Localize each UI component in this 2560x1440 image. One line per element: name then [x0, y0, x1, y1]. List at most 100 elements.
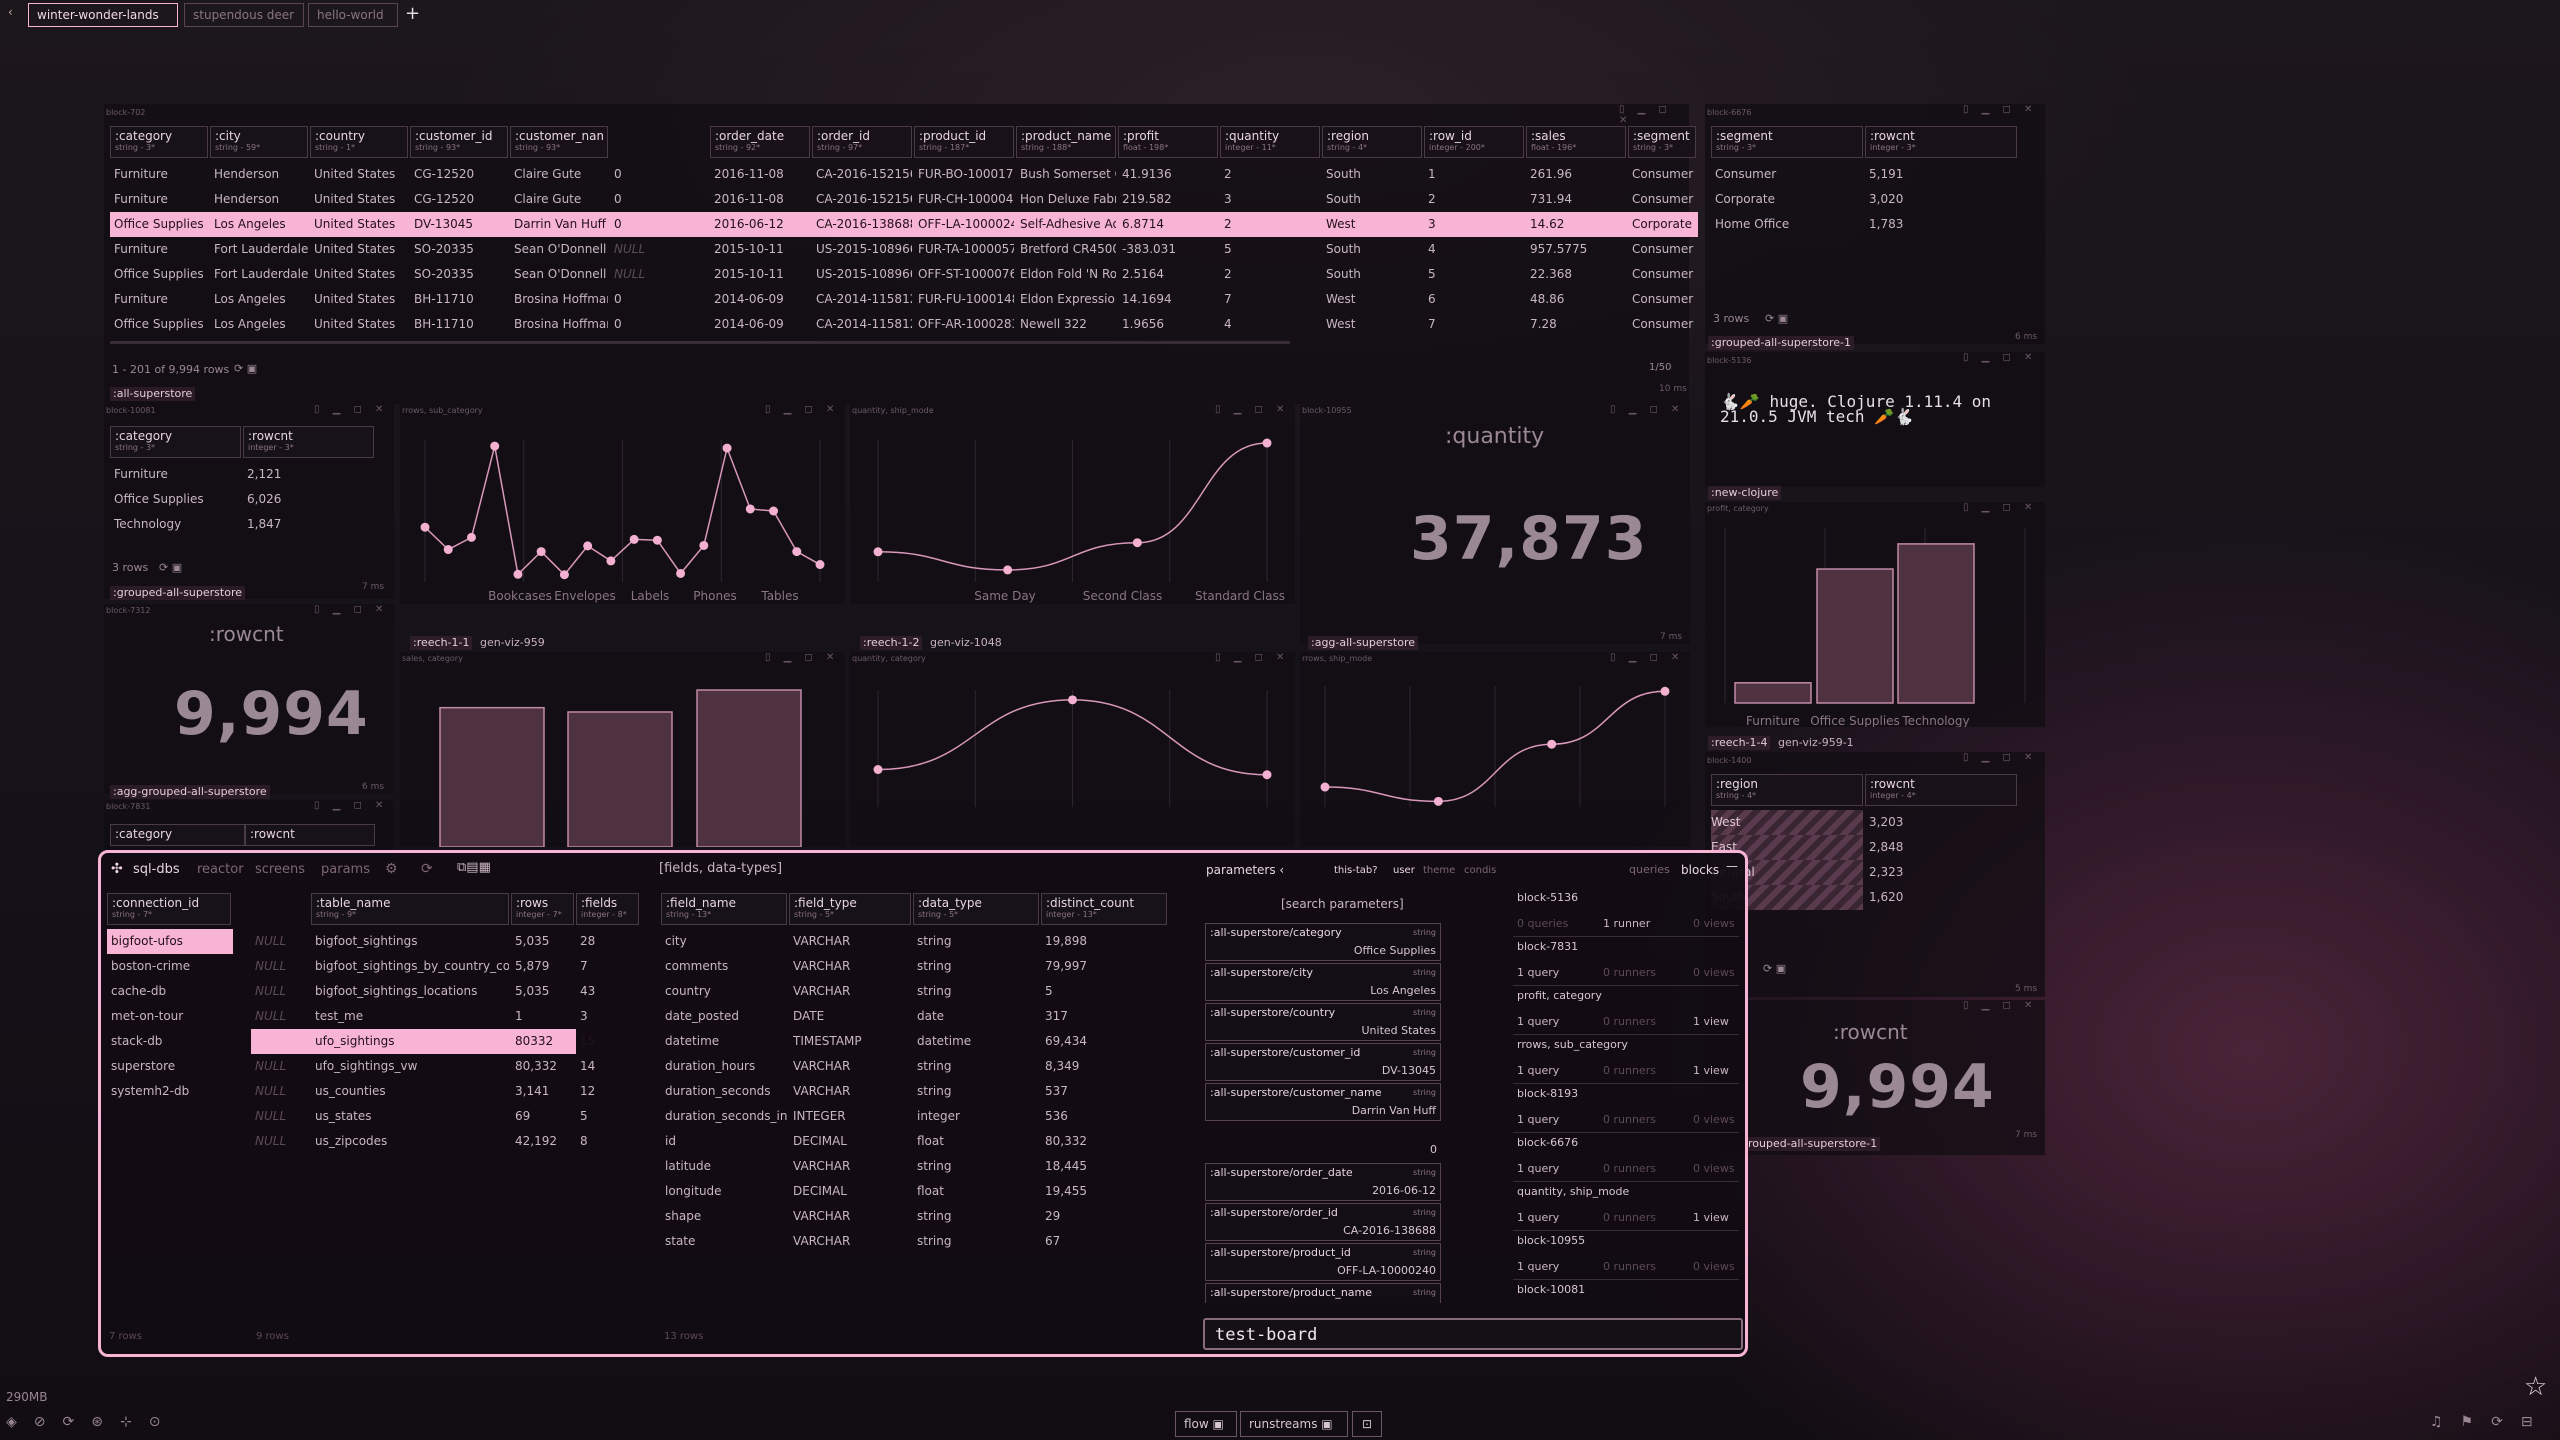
table-row[interactable]: city VARCHAR string 19,898: [661, 929, 1169, 954]
parameter-card[interactable]: :all-superstore/order_id string CA-2016-13…: [1205, 1203, 1441, 1241]
table-row[interactable]: cache-db: [107, 979, 233, 1004]
table-row[interactable]: Central2,323: [1711, 860, 2019, 885]
window-controls-icon[interactable]: ▯ ▁ ◻ ✕: [1963, 352, 2038, 363]
tab-blocks[interactable]: blocks: [1681, 863, 1720, 877]
tab-stupendous-deer[interactable]: stupendous deer: [184, 3, 304, 27]
column-header[interactable]: :connection_id string - 7*: [107, 893, 231, 925]
column-header[interactable]: :rows integer - 7*: [511, 893, 574, 925]
table-row[interactable]: met-on-tour: [107, 1004, 233, 1029]
tab-hello-world[interactable]: hello-world: [308, 3, 398, 27]
block-list-item[interactable]: quantity, ship_mode 1 query 0 runners 1 vie…: [1513, 1183, 1739, 1231]
table-row[interactable]: Office Supplies Fort Lauderdale United Sta…: [110, 262, 1698, 287]
column-header[interactable]: :customer_id string - 93*: [410, 126, 508, 158]
window-controls-icon[interactable]: ▯ ▁ ◻ ✕: [1963, 1000, 2038, 1011]
column-header[interactable]: :product_name string - 188*: [1016, 126, 1116, 158]
block-list-item[interactable]: block-10081: [1513, 1281, 1739, 1309]
horizontal-scrollbar[interactable]: [110, 341, 1290, 344]
window-controls-icon[interactable]: ▯ ▁ ◻ ✕: [1215, 652, 1290, 663]
table-row[interactable]: Office Supplies Los Angeles United States D…: [110, 212, 1698, 237]
table-row[interactable]: Office Supplies Los Angeles United States B…: [110, 312, 1698, 337]
add-tab-button[interactable]: +: [405, 3, 421, 24]
tab-screens[interactable]: screens: [255, 862, 305, 877]
column-header-rowcnt[interactable]: :rowcnt: [245, 824, 375, 846]
board-name-input[interactable]: test-board: [1203, 1318, 1743, 1350]
table-row[interactable]: NULL bigfoot_sightings_locations 5,035 43: [251, 979, 595, 1004]
table-row[interactable]: comments VARCHAR string 79,997: [661, 954, 1169, 979]
window-controls-icon[interactable]: ▯ ▁ ◻ ✕: [1619, 104, 1672, 126]
param-tab-condis[interactable]: condis: [1464, 865, 1497, 876]
query-name-grouped-all-superstore-1[interactable]: :grouped-all-superstore-1: [1708, 336, 1854, 350]
column-header[interactable]: :data_type string - 5*: [913, 893, 1039, 925]
block-list-item[interactable]: block-7831 1 query 0 runners 0 views: [1513, 938, 1739, 986]
window-controls-icon[interactable]: ▯ ▁ ◻ ✕: [1963, 752, 2038, 763]
table-row[interactable]: superstore: [107, 1054, 233, 1079]
column-header[interactable]: :rowcnt integer - 3*: [243, 426, 374, 458]
column-header[interactable]: :category string - 3*: [110, 426, 241, 458]
flow-button[interactable]: flow ▣: [1175, 1411, 1237, 1437]
query-name-reech-1-4[interactable]: :reech-1-4: [1708, 736, 1771, 750]
column-header[interactable]: :quantity integer - 11*: [1220, 126, 1320, 158]
column-header-category[interactable]: :category: [110, 824, 245, 846]
query-name-agg-grouped-all-superstore[interactable]: :agg-grouped-all-superstore: [110, 785, 270, 799]
table-row[interactable]: NULL bigfoot_sightings_by_country_code 5,8…: [251, 954, 588, 979]
window-controls-icon[interactable]: ▯ ▁ ◻ ✕: [1610, 652, 1685, 663]
table-row[interactable]: Furniture Henderson United States CG-12520 C…: [110, 162, 1698, 187]
status-right-icons[interactable]: ♫⚑⟳⊟: [2430, 1414, 2551, 1430]
back-chevron-icon[interactable]: ‹: [8, 5, 13, 19]
table-row[interactable]: Technology 1,847: [110, 512, 376, 537]
query-name-grouped-all-superstore-1b[interactable]: rouped-all-superstore-1: [1745, 1137, 1881, 1151]
query-name-agg-all-superstore[interactable]: :agg-all-superstore: [1308, 636, 1419, 650]
window-controls-icon[interactable]: ▯ ▁ ◻ ✕: [314, 404, 389, 415]
column-header[interactable]: :segment string - 3*: [1628, 126, 1696, 158]
block-list-item[interactable]: block-5136 0 queries 1 runner 0 views: [1513, 889, 1739, 937]
table-row[interactable]: latitude VARCHAR string 18,445: [661, 1154, 1169, 1179]
param-tab-theme[interactable]: theme: [1423, 865, 1456, 876]
column-header[interactable]: [610, 126, 708, 158]
block-list-item[interactable]: rrows, sub_category 1 query 0 runners 1 vie…: [1513, 1036, 1739, 1084]
table-row[interactable]: id DECIMAL float 80,332: [661, 1129, 1169, 1154]
parameter-card[interactable]: :all-superstore/country string United Stat…: [1205, 1003, 1441, 1041]
app-icon[interactable]: ✣: [111, 861, 123, 877]
layout-icons[interactable]: ⧉▤▦: [457, 860, 491, 875]
parameter-card[interactable]: :all-superstore/category string Office Sup…: [1205, 923, 1441, 961]
window-controls-icon[interactable]: ▯ ▁ ◻ ✕: [1963, 502, 2038, 513]
column-header[interactable]: :segment string - 3*: [1711, 126, 1863, 158]
parameter-card[interactable]: :all-superstore/product_name string: [1205, 1283, 1441, 1303]
query-name-reech-1-2[interactable]: :reech-1-2: [860, 636, 923, 650]
table-row[interactable]: bigfoot-ufos: [107, 929, 233, 954]
window-controls-icon[interactable]: ▯ ▁ ◻ ✕: [314, 604, 389, 615]
parameters-label[interactable]: parameters ‹: [1206, 863, 1285, 877]
param-tab-this-tab[interactable]: this-tab?: [1334, 865, 1378, 876]
toolbar-icons[interactable]: ◈⊘⟳⊛⊹⊙: [6, 1414, 178, 1430]
column-header[interactable]: :sales float - 196*: [1526, 126, 1626, 158]
refresh-icon[interactable]: ⟳ ▣: [1765, 312, 1789, 325]
table-row[interactable]: duration_seconds_int INTEGER integer 536: [661, 1104, 1169, 1129]
tab-winter-wonder-lands[interactable]: winter-wonder-lands: [28, 3, 178, 27]
column-header[interactable]: :customer_nam string - 93*: [510, 126, 608, 158]
table-row[interactable]: Office Supplies 6,026: [110, 487, 376, 512]
column-header[interactable]: :rowcnt integer - 3*: [1865, 126, 2017, 158]
window-controls-icon[interactable]: ▯ ▁ ◻ ✕: [1963, 104, 2038, 115]
query-name-new-clojure[interactable]: :new-clojure: [1708, 486, 1782, 500]
runstreams-button[interactable]: runstreams ▣: [1240, 1411, 1348, 1437]
table-row[interactable]: NULL ufo_sightings_vw 80,332 14: [251, 1054, 595, 1079]
column-header[interactable]: [251, 893, 309, 925]
table-row[interactable]: Furniture Los Angeles United States BH-1171…: [110, 287, 1698, 312]
column-header[interactable]: :product_id string - 187*: [914, 126, 1014, 158]
table-row[interactable]: Furniture Fort Lauderdale United States SO-…: [110, 237, 1698, 262]
column-header[interactable]: :row_id integer - 200*: [1424, 126, 1524, 158]
column-header[interactable]: :city string - 59*: [210, 126, 308, 158]
column-header[interactable]: :table_name string - 9*: [311, 893, 509, 925]
block-list-item[interactable]: block-8193 1 query 0 runners 0 views: [1513, 1085, 1739, 1133]
collapse-icon[interactable]: —: [1726, 859, 1738, 873]
table-row[interactable]: Furniture 2,121: [110, 462, 376, 487]
page-indicator[interactable]: 1/50: [1649, 362, 1672, 373]
column-header[interactable]: :category string - 3*: [110, 126, 208, 158]
column-header[interactable]: :country string - 1*: [310, 126, 408, 158]
table-row[interactable]: West 3,203: [1711, 810, 2019, 835]
tab-queries[interactable]: queries: [1629, 863, 1670, 876]
query-name-grouped-all-superstore[interactable]: :grouped-all-superstore: [110, 586, 245, 600]
parameter-card[interactable]: :all-superstore/product_id string OFF-LA-1…: [1205, 1243, 1441, 1281]
table-row[interactable]: state VARCHAR string 67: [661, 1229, 1169, 1254]
